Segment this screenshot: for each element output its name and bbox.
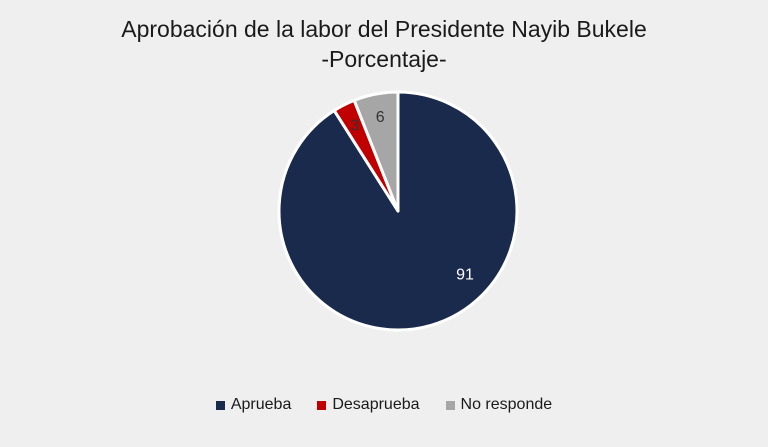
legend-item-no-responde: No responde <box>445 396 553 414</box>
legend-swatch-aprueba <box>215 400 225 410</box>
data-label-desaprueba: 3 <box>350 118 359 135</box>
data-label-no-responde: 6 <box>376 109 385 126</box>
legend-swatch-no-responde <box>445 400 455 410</box>
data-label-aprueba: 91 <box>456 267 474 284</box>
legend-label-aprueba: Aprueba <box>230 396 292 413</box>
legend-label-desaprueba: Desaprueba <box>332 396 420 413</box>
chart-title: Aprobación de la labor del Presidente Na… <box>121 16 647 42</box>
legend-swatch-desaprueba <box>317 400 327 410</box>
chart-legend: Aprueba Desaprueba No responde <box>0 396 768 414</box>
legend-item-aprueba: Aprueba <box>215 396 292 414</box>
chart-subtitle: -Porcentaje- <box>321 46 447 72</box>
chart-title-block: Aprobación de la labor del Presidente Na… <box>0 14 768 74</box>
legend-item-desaprueba: Desaprueba <box>317 396 420 414</box>
legend-label-no-responde: No responde <box>460 396 553 413</box>
pie-slice-no-responde <box>352 90 400 213</box>
